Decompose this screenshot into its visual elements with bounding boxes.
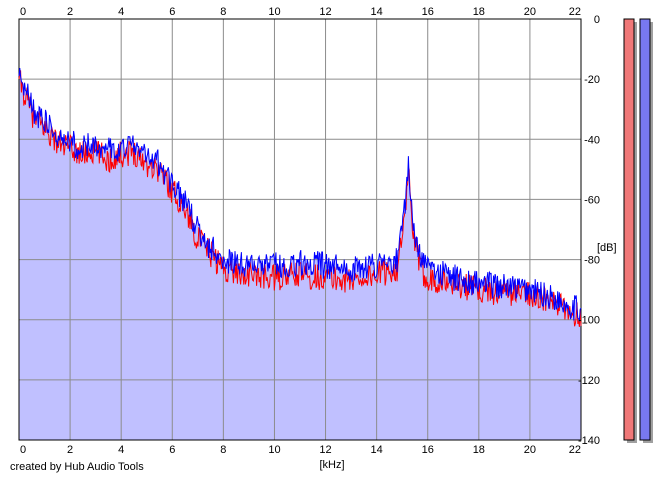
x-tick-label-bottom: 12 — [319, 444, 331, 456]
tick-labels: 002244668810101212141416161818202022220-… — [20, 6, 600, 456]
x-tick-label-bottom: 0 — [20, 444, 26, 456]
plot-frame — [18, 18, 582, 441]
y-tick-label: -120 — [578, 375, 600, 387]
y-tick-label: -60 — [584, 194, 600, 206]
x-axis-unit-label: [kHz] — [319, 459, 344, 471]
y-axis-unit-label: [dB] — [597, 242, 617, 254]
x-tick-label-top: 0 — [20, 6, 26, 18]
x-tick-label-bottom: 6 — [169, 444, 175, 456]
spectrum-series-line — [18, 67, 582, 323]
x-tick-label-top: 20 — [524, 6, 536, 18]
x-tick-label-bottom: 14 — [371, 444, 383, 456]
x-tick-label-top: 18 — [473, 6, 485, 18]
y-tick-label: 0 — [594, 14, 600, 26]
x-tick-label-top: 10 — [268, 6, 280, 18]
x-tick-label-bottom: 10 — [268, 444, 280, 456]
x-tick-label-top: 6 — [169, 6, 175, 18]
x-tick-label-top: 16 — [422, 6, 434, 18]
x-tick-label-bottom: 16 — [422, 444, 434, 456]
x-tick-label-bottom: 22 — [569, 444, 581, 456]
x-tick-label-bottom: 18 — [473, 444, 485, 456]
x-tick-label-top: 14 — [371, 6, 383, 18]
y-tick-label: -20 — [584, 74, 600, 86]
x-tick-label-top: 4 — [118, 6, 124, 18]
x-tick-label-top: 22 — [569, 6, 581, 18]
level-meters — [623, 18, 653, 443]
x-tick-label-bottom: 4 — [118, 444, 124, 456]
level-meter — [639, 18, 651, 441]
x-tick-label-top: 2 — [67, 6, 73, 18]
spectrum-series-line — [18, 70, 582, 327]
grid — [18, 18, 582, 441]
y-tick-label: -80 — [584, 255, 600, 267]
series-lines — [18, 67, 582, 327]
y-tick-label: -140 — [578, 435, 600, 447]
x-tick-label-bottom: 2 — [67, 444, 73, 456]
credit-text: created by Hub Audio Tools — [10, 461, 144, 473]
x-tick-label-bottom: 8 — [220, 444, 226, 456]
x-tick-label-bottom: 20 — [524, 444, 536, 456]
axis-unit-labels: [kHz] [dB] — [319, 242, 616, 471]
level-meter — [623, 18, 635, 441]
x-tick-label-top: 12 — [319, 6, 331, 18]
y-tick-label: -40 — [584, 134, 600, 146]
y-tick-label: -100 — [578, 315, 600, 327]
x-tick-label-top: 8 — [220, 6, 226, 18]
